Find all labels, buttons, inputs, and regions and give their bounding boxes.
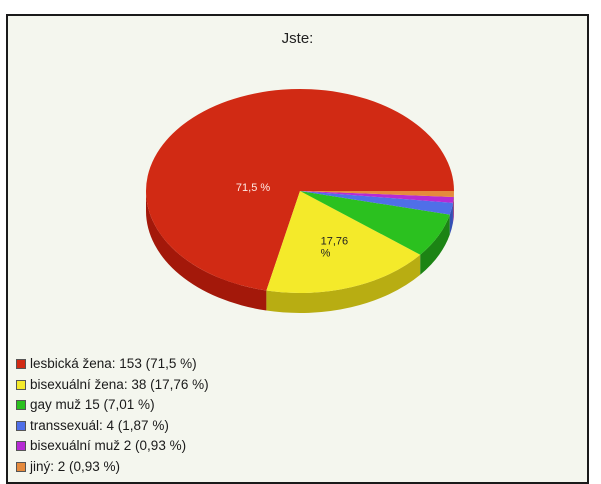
chart-panel: Jste: 71,5 %17,76% lesbická žena: 153 (7… — [6, 14, 589, 484]
legend-swatch — [16, 359, 26, 369]
legend-swatch — [16, 462, 26, 472]
legend-label: bisexuální muž 2 (0,93 %) — [30, 436, 186, 457]
legend-item: gay muž 15 (7,01 %) — [16, 395, 209, 416]
legend-item: lesbická žena: 153 (71,5 %) — [16, 354, 209, 375]
chart-legend: lesbická žena: 153 (71,5 %)bisexuální že… — [16, 354, 209, 477]
legend-item: bisexuální žena: 38 (17,76 %) — [16, 375, 209, 396]
legend-item: transsexuál: 4 (1,87 %) — [16, 416, 209, 437]
legend-item: bisexuální muž 2 (0,93 %) — [16, 436, 209, 457]
legend-item: jiný: 2 (0,93 %) — [16, 457, 209, 478]
legend-label: lesbická žena: 153 (71,5 %) — [30, 354, 197, 375]
legend-label: gay muž 15 (7,01 %) — [30, 395, 155, 416]
legend-swatch — [16, 400, 26, 410]
slice-label-0: 71,5 % — [236, 182, 270, 194]
legend-swatch — [16, 380, 26, 390]
pie-chart: 71,5 %17,76% — [8, 16, 591, 346]
legend-label: jiný: 2 (0,93 %) — [30, 457, 120, 478]
legend-label: transsexuál: 4 (1,87 %) — [30, 416, 169, 437]
legend-swatch — [16, 421, 26, 431]
legend-label: bisexuální žena: 38 (17,76 %) — [30, 375, 209, 396]
legend-swatch — [16, 441, 26, 451]
